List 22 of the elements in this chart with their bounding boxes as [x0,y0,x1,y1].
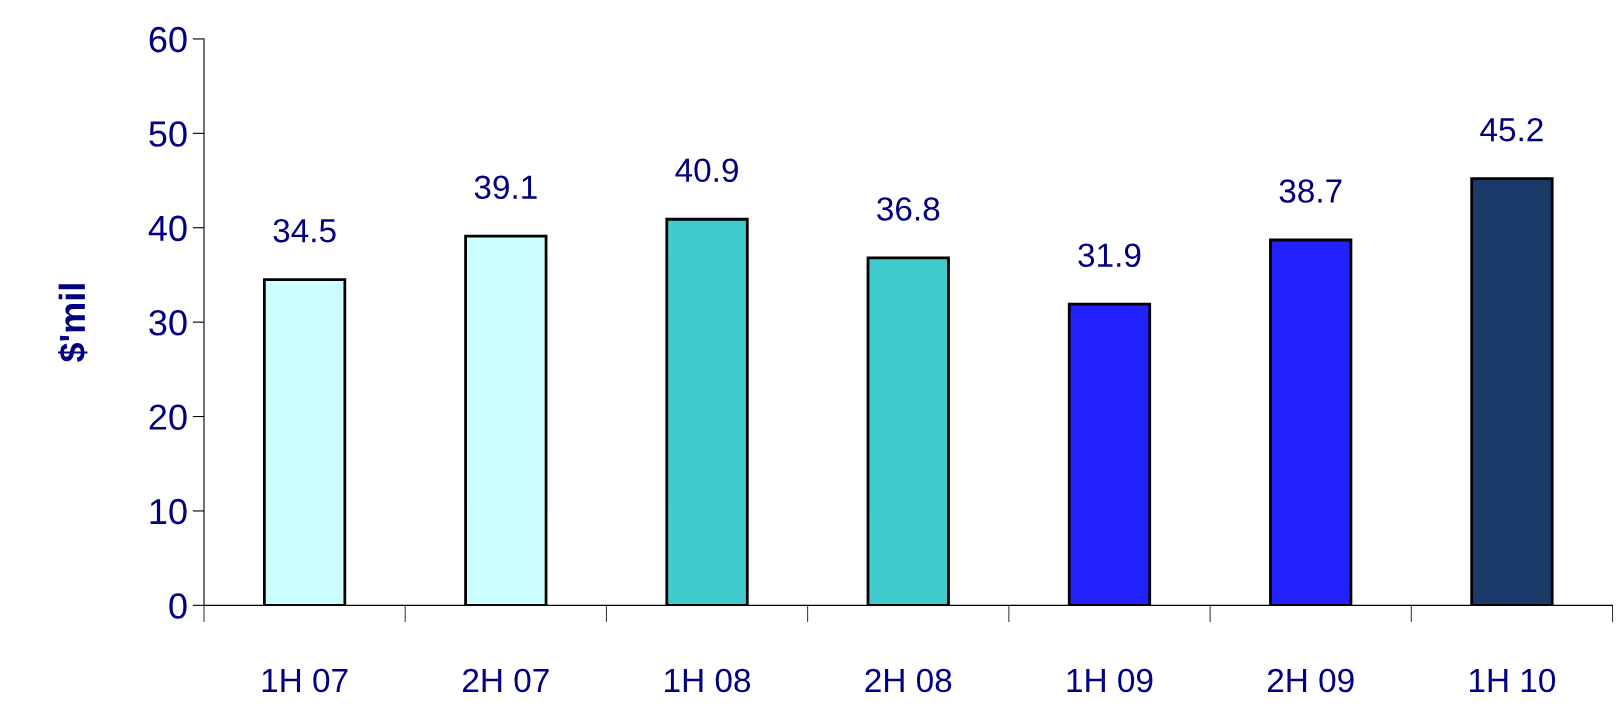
y-tick-label: 0 [169,593,187,619]
x-tick-label: 1H 07 [262,668,348,693]
y-tick-label: 20 [149,404,187,430]
data-label: 31.9 [1078,243,1141,268]
data-label: 45.2 [1480,117,1543,142]
x-tick-label: 1H 08 [665,668,751,693]
y-tick-label: 10 [150,498,187,525]
data-label: 40.9 [675,158,738,183]
x-tick-label: 1H 09 [1067,668,1153,693]
y-tick-label: 50 [149,121,187,147]
y-tick-label: 40 [148,215,187,242]
data-label: 36.8 [877,197,940,221]
data-label: 39.1 [474,175,537,200]
data-label: 34.5 [273,218,336,243]
y-axis-title: $'mil [58,284,88,363]
x-tick-label: 1H 10 [1469,668,1556,693]
y-tick-label: 30 [149,310,187,336]
y-tick-label: 60 [149,26,187,53]
x-tick-label: 2H 08 [865,668,952,693]
x-tick-label: 2H 09 [1267,668,1354,693]
x-tick-label: 2H 07 [463,668,549,693]
data-label: 38.7 [1279,179,1342,203]
